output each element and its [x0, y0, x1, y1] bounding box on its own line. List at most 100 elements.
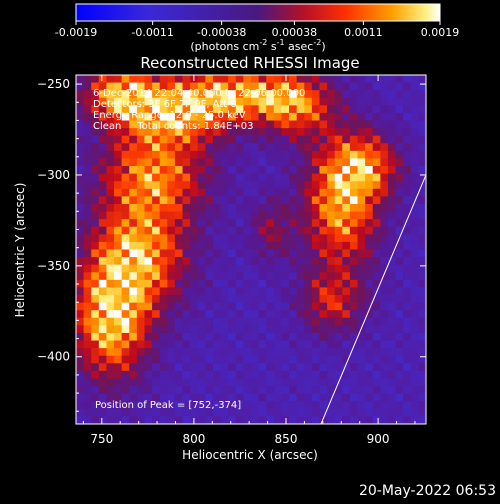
heatmap-pixel — [220, 393, 229, 402]
heatmap-pixel — [266, 143, 275, 152]
heatmap-pixel — [152, 393, 161, 402]
heatmap-pixel — [152, 340, 161, 349]
heatmap-pixel — [174, 408, 184, 418]
heatmap-pixel — [174, 386, 184, 395]
heatmap-pixel — [220, 128, 229, 137]
heatmap-pixel — [243, 279, 252, 289]
heatmap-pixel — [129, 120, 138, 129]
heatmap-pixel — [327, 332, 336, 342]
heatmap-pixel — [228, 310, 237, 319]
heatmap-pixel — [251, 401, 260, 410]
heatmap-pixel — [342, 279, 351, 289]
heatmap-pixel — [76, 173, 85, 182]
heatmap-pixel — [251, 203, 260, 213]
heatmap-pixel — [311, 97, 321, 106]
heatmap-pixel — [334, 272, 343, 281]
heatmap-pixel — [129, 203, 138, 213]
heatmap-pixel — [334, 332, 343, 342]
heatmap-pixel — [76, 112, 85, 122]
heatmap-pixel — [395, 332, 404, 342]
heatmap-pixel — [243, 370, 252, 380]
heatmap-pixel — [266, 234, 275, 243]
heatmap-pixel — [387, 317, 397, 326]
heatmap-pixel — [197, 82, 206, 91]
heatmap-pixel — [410, 257, 419, 266]
heatmap-pixel — [235, 332, 244, 342]
heatmap-pixel — [197, 150, 206, 160]
heatmap-pixel — [266, 188, 275, 197]
heatmap-pixel — [114, 196, 123, 205]
heatmap-pixel — [266, 325, 275, 334]
heatmap-pixel — [273, 211, 283, 220]
heatmap-pixel — [167, 295, 176, 304]
heatmap-pixel — [106, 196, 115, 205]
heatmap-pixel — [289, 340, 298, 349]
heatmap-pixel — [212, 317, 222, 326]
heatmap-pixel — [121, 234, 130, 243]
heatmap-pixel — [129, 135, 138, 144]
heatmap-pixel — [357, 302, 366, 311]
heatmap-pixel — [228, 234, 237, 243]
heatmap-pixel — [197, 166, 206, 175]
y-axis-label: Heliocentric Y (arcsec) — [13, 183, 27, 318]
heatmap-pixel — [220, 416, 229, 424]
heatmap-pixel — [205, 173, 214, 182]
heatmap-pixel — [205, 401, 214, 410]
heatmap-pixel — [114, 416, 123, 424]
heatmap-pixel — [144, 97, 153, 106]
heatmap-pixel — [410, 241, 419, 251]
heatmap-pixel — [387, 279, 397, 289]
heatmap-pixel — [387, 393, 397, 402]
heatmap-pixel — [334, 249, 343, 258]
heatmap-pixel — [174, 393, 184, 402]
heatmap-pixel — [327, 340, 336, 349]
heatmap-pixel — [190, 302, 199, 311]
heatmap-pixel — [182, 302, 191, 311]
heatmap-pixel — [380, 310, 389, 319]
heatmap-pixel — [152, 188, 161, 197]
heatmap-pixel — [235, 203, 244, 213]
heatmap-pixel — [220, 302, 229, 311]
heatmap-pixel — [342, 97, 351, 106]
heatmap-pixel — [174, 348, 184, 357]
heatmap-pixel — [220, 112, 229, 122]
heatmap-pixel — [296, 128, 305, 137]
heatmap-pixel — [380, 90, 389, 99]
heatmap-pixel — [357, 401, 366, 410]
heatmap-pixel — [144, 90, 153, 99]
y-tick-label: −250 — [37, 77, 70, 91]
heatmap-pixel — [212, 378, 222, 387]
heatmap-pixel — [243, 295, 252, 304]
heatmap-pixel — [251, 196, 260, 205]
heatmap-pixel — [190, 135, 199, 144]
heatmap-pixel — [129, 128, 138, 137]
heatmap-pixel — [228, 295, 237, 304]
heatmap-pixel — [266, 203, 275, 213]
heatmap-pixel — [212, 386, 222, 395]
heatmap-pixel — [190, 370, 199, 380]
heatmap-pixel — [91, 348, 100, 357]
heatmap-pixel — [159, 386, 168, 395]
heatmap-pixel — [281, 97, 290, 106]
heatmap-pixel — [129, 173, 138, 182]
heatmap-pixel — [395, 378, 404, 387]
heatmap-pixel — [136, 393, 146, 402]
heatmap-pixel — [91, 249, 100, 258]
heatmap-pixel — [152, 181, 161, 190]
heatmap-pixel — [403, 302, 412, 311]
heatmap-pixel — [76, 302, 85, 311]
heatmap-pixel — [289, 188, 298, 197]
heatmap-pixel — [251, 340, 260, 349]
heatmap-pixel — [235, 82, 244, 91]
heatmap-pixel — [372, 264, 381, 273]
heatmap-pixel — [289, 112, 298, 122]
heatmap-pixel — [273, 249, 283, 258]
heatmap-pixel — [228, 241, 237, 251]
heatmap-pixel — [197, 120, 206, 129]
heatmap-pixel — [159, 393, 168, 402]
heatmap-pixel — [410, 211, 419, 220]
heatmap-pixel — [235, 264, 244, 273]
heatmap-pixel — [304, 279, 313, 289]
heatmap-pixel — [418, 128, 426, 137]
